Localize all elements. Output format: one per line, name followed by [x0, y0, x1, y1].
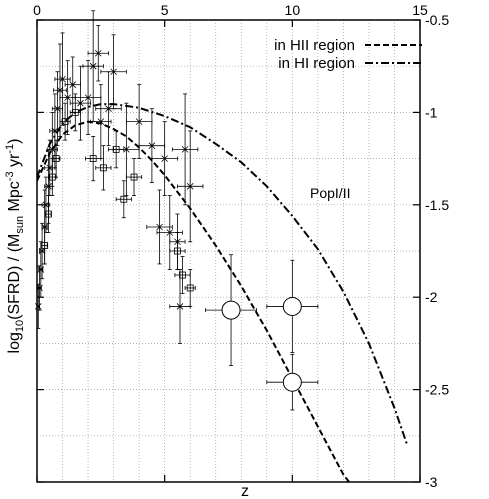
data-point-box	[169, 232, 186, 270]
data-point-box	[51, 139, 61, 178]
data-point-cross	[87, 25, 109, 82]
marker-cross	[181, 146, 189, 153]
x-tick-label: 10	[285, 2, 301, 18]
data-point-cross	[177, 130, 204, 243]
marker-cross	[42, 201, 50, 209]
y-tick-label: -2	[425, 289, 438, 305]
marker-cross	[46, 164, 54, 172]
axis-ticks	[36, 19, 421, 483]
marker-cross	[148, 142, 156, 149]
y-tick-label: -1.5	[425, 197, 449, 213]
marker-cross	[161, 155, 168, 162]
marker-cross	[97, 118, 105, 125]
data-point-box	[108, 130, 125, 169]
marker-cross	[56, 86, 64, 94]
marker-cross	[110, 68, 117, 76]
marker-circle	[282, 296, 302, 316]
data-point-cross	[34, 283, 42, 330]
x-tick-label: 5	[161, 2, 169, 18]
y-tick-label: -0.5	[425, 12, 449, 28]
marker-circle	[221, 300, 241, 320]
data-point-cross	[171, 93, 199, 206]
x-tick-label: 15	[412, 2, 428, 18]
data-point-circle	[266, 259, 319, 354]
data-point-box	[85, 136, 102, 182]
marker-cross	[123, 146, 130, 153]
marker-cross	[49, 146, 56, 153]
data-point-circle	[266, 354, 319, 411]
data-point-box	[184, 269, 196, 307]
marker-box	[41, 242, 49, 249]
legend-label-hii: in HII region	[274, 37, 355, 54]
y-tick-label: -1	[425, 104, 438, 120]
data-point-cross	[146, 189, 173, 265]
grid-lines	[37, 20, 420, 482]
marker-cross	[166, 229, 174, 236]
marker-cross	[105, 105, 112, 112]
y-axis-label: log10(SFRD) / (Msun Mpc-3 yr-1)	[4, 139, 26, 354]
data-point-box	[125, 158, 143, 196]
marker-cross	[64, 94, 71, 101]
marker-box	[179, 271, 186, 279]
marker-cross	[45, 183, 52, 190]
marker-box	[112, 145, 120, 153]
data-point-box	[115, 180, 132, 219]
marker-box	[99, 164, 107, 172]
model-curves	[37, 103, 409, 482]
marker-box	[89, 155, 97, 163]
marker-cross	[69, 81, 77, 88]
data-point-cross	[49, 93, 61, 169]
marker-cross	[89, 62, 97, 70]
data-point-box	[41, 226, 49, 265]
marker-cross	[38, 247, 46, 255]
marker-cross	[54, 105, 61, 112]
marker-box	[52, 155, 60, 163]
y-tick-label: -3	[425, 474, 438, 490]
y-tick-label: -2.5	[425, 382, 449, 398]
marker-box	[174, 247, 181, 255]
marker-cross	[135, 118, 143, 125]
data-point-cross	[74, 60, 102, 135]
legend-label-hi: in HI region	[278, 55, 355, 72]
observation-points	[34, 10, 319, 411]
legend: in HII region in HI region	[274, 37, 422, 72]
annotation-popi-ii: PopI/II	[310, 185, 350, 201]
data-point-box	[95, 145, 112, 191]
data-point-cross	[169, 269, 191, 344]
marker-cross	[84, 94, 92, 101]
marker-box	[120, 195, 128, 203]
data-point-cross	[54, 32, 71, 126]
marker-box	[45, 210, 52, 218]
x-tick-label: 0	[33, 2, 41, 18]
marker-box	[71, 109, 79, 116]
marker-cross	[94, 49, 102, 57]
data-point-circle	[205, 254, 257, 366]
marker-box	[186, 284, 194, 292]
data-point-cross	[138, 108, 166, 184]
data-point-cross	[95, 71, 122, 147]
data-point-box	[45, 195, 52, 233]
marker-box	[61, 118, 69, 126]
curve-dashed	[37, 120, 351, 482]
data-point-cross	[69, 65, 92, 141]
marker-circle	[282, 372, 302, 392]
data-point-cross	[151, 121, 178, 196]
data-point-cross	[90, 84, 112, 160]
data-point-box	[59, 102, 71, 141]
marker-box	[130, 173, 138, 181]
marker-cross	[186, 183, 194, 190]
marker-cross	[176, 303, 184, 310]
marker-cross	[59, 75, 66, 83]
marker-cross	[51, 127, 59, 135]
tick-labels: 0 5 10 15-0.5 -1 -1.5 -2 -2.5 -3	[33, 2, 449, 490]
plot-frame	[36, 19, 421, 483]
data-point-cross	[51, 71, 63, 147]
marker-cross	[37, 266, 45, 273]
marker-cross	[77, 99, 84, 107]
data-point-cross	[100, 34, 127, 110]
marker-cross	[156, 223, 163, 231]
x-axis-label: z	[241, 483, 249, 499]
data-point-box	[69, 93, 81, 132]
